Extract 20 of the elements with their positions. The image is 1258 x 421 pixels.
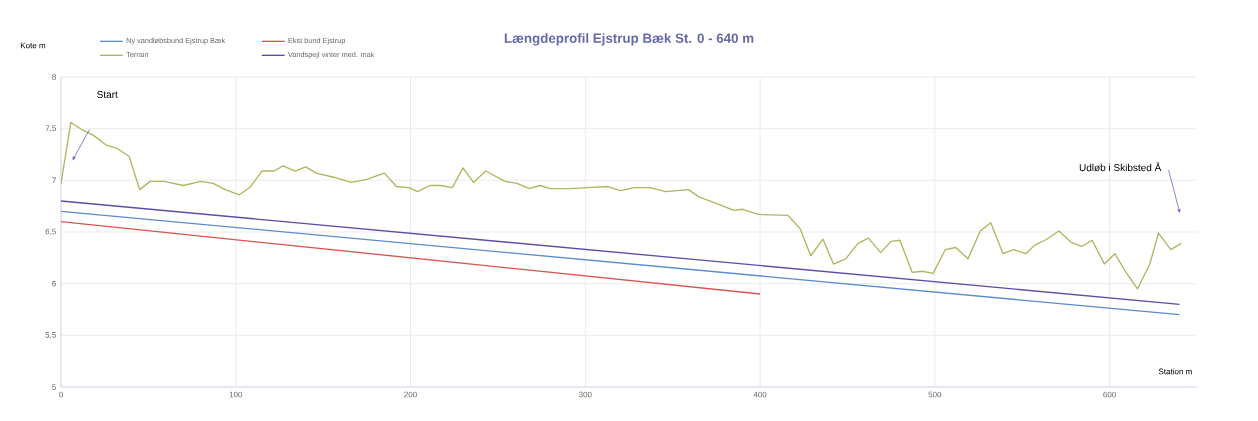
y-tick-label: 5,5 [45,332,56,339]
y-tick-label: 5 [52,384,56,390]
x-tick-label: 200 [404,391,417,398]
x-tick-label: 600 [1103,391,1116,398]
y-tick-label: 7,5 [45,125,56,132]
chart-title: Længdeprofil Ejstrup Bæk St. 0 - 640 m [504,33,754,46]
x-axis-title: Station m [1158,368,1192,375]
x-tick-label: 400 [753,391,767,398]
annotation: Start [97,90,118,99]
x-tick-label: 300 [578,391,592,398]
y-tick-label: 6 [52,280,56,287]
x-tick-label: 100 [229,391,243,398]
y-tick-label: 7 [52,177,56,184]
x-tick-label: 0 [59,391,63,398]
y-tick-label: 8 [52,74,56,80]
line-series [61,121,1182,290]
x-tick-label: 500 [928,391,942,398]
y-tick-label: 6,5 [45,228,56,236]
annotation: Udløb i Skibsted Å [1079,162,1162,172]
y-axis-title: Kote m [20,42,46,49]
